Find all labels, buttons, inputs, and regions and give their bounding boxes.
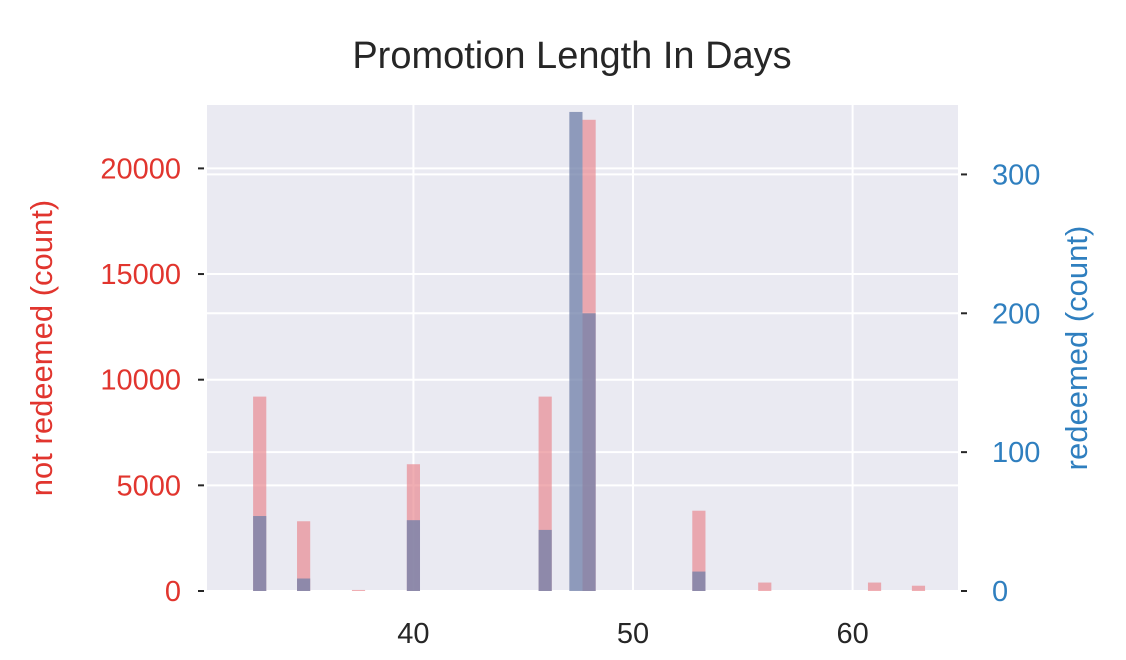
left-tick-label: 10000: [100, 365, 181, 397]
bar-not-redeemed: [351, 589, 366, 591]
left-tick-label: 0: [165, 576, 181, 608]
right-tick-label: 100: [992, 437, 1040, 469]
x-tick-label: 60: [836, 618, 868, 650]
bar-redeemed: [253, 516, 267, 591]
left-tick-label: 15000: [100, 259, 181, 291]
bar-redeemed: [297, 578, 311, 591]
chart-title: Promotion Length In Days: [352, 35, 791, 77]
x-tick-label: 40: [397, 618, 429, 650]
bar-redeemed: [692, 571, 706, 591]
bar-redeemed: [538, 529, 552, 591]
bar-redeemed: [582, 313, 596, 591]
right-tick-label: 200: [992, 298, 1040, 330]
bar-not-redeemed: [911, 585, 926, 591]
left-tick-label: 20000: [100, 153, 181, 185]
bar-not-redeemed: [692, 510, 706, 591]
bar-redeemed: [569, 111, 583, 591]
right-tick-label: 0: [992, 576, 1008, 608]
bars: [253, 111, 926, 591]
x-tick-label: 50: [617, 618, 649, 650]
bar-redeemed: [406, 520, 421, 591]
bar-not-redeemed: [867, 582, 882, 591]
axes: 0 5000 10000 15000 20000 0 100 200 300 40 50 60: [100, 153, 1040, 650]
right-tick-label: 300: [992, 159, 1040, 191]
bar-not-redeemed: [297, 521, 311, 591]
left-axis-label: not redeemed (count): [24, 200, 59, 496]
right-axis-label: redeemed (count): [1059, 226, 1094, 471]
bar-not-redeemed: [758, 582, 772, 591]
left-tick-label: 5000: [116, 470, 181, 502]
